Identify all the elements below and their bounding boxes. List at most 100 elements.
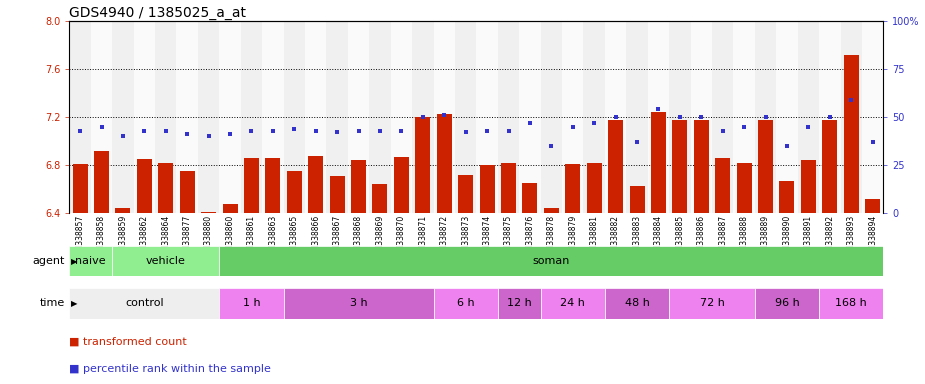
Text: ▶: ▶ <box>71 257 78 266</box>
Bar <box>822 119 837 213</box>
Point <box>202 133 216 139</box>
Point <box>137 127 152 134</box>
Bar <box>72 164 88 213</box>
Point <box>94 124 109 130</box>
Point <box>265 127 280 134</box>
Bar <box>540 21 562 213</box>
Bar <box>415 117 430 213</box>
Point <box>352 127 366 134</box>
Bar <box>69 288 219 319</box>
Bar <box>755 288 820 319</box>
Bar <box>540 288 605 319</box>
Text: 72 h: 72 h <box>699 298 724 308</box>
Point <box>373 127 388 134</box>
Bar <box>287 171 302 213</box>
Bar <box>562 21 584 213</box>
Point <box>308 127 323 134</box>
Point <box>116 133 130 139</box>
Point <box>758 114 773 120</box>
Bar <box>479 165 495 213</box>
Bar <box>669 21 691 213</box>
Bar <box>244 158 259 213</box>
Bar <box>198 21 219 213</box>
Bar <box>523 183 537 213</box>
Bar <box>605 21 626 213</box>
Bar <box>369 21 390 213</box>
Bar <box>712 21 734 213</box>
Point <box>501 127 516 134</box>
Bar <box>758 119 773 213</box>
Bar <box>219 21 240 213</box>
Text: 1 h: 1 h <box>242 298 260 308</box>
Bar <box>626 21 647 213</box>
Bar <box>133 21 155 213</box>
Point <box>651 106 666 113</box>
Bar <box>797 21 820 213</box>
Text: 6 h: 6 h <box>457 298 475 308</box>
Bar <box>648 21 669 213</box>
Bar <box>865 199 881 213</box>
Bar <box>69 21 91 213</box>
Bar <box>112 21 133 213</box>
Bar <box>91 21 112 213</box>
Point <box>480 127 495 134</box>
Text: 48 h: 48 h <box>624 298 649 308</box>
Bar <box>219 246 883 276</box>
Point <box>715 127 730 134</box>
Text: 12 h: 12 h <box>507 298 532 308</box>
Text: time: time <box>40 298 65 308</box>
Point <box>73 127 88 134</box>
Bar <box>434 288 498 319</box>
Point <box>801 124 816 130</box>
Bar <box>820 21 841 213</box>
Point <box>822 114 837 120</box>
Point <box>586 120 601 126</box>
Bar <box>394 157 409 213</box>
Bar <box>373 184 388 213</box>
Point <box>179 131 194 137</box>
Bar <box>390 21 413 213</box>
Bar <box>755 21 776 213</box>
Bar <box>801 161 816 213</box>
Point <box>394 127 409 134</box>
Point <box>437 112 451 118</box>
Bar <box>691 21 712 213</box>
Bar <box>455 21 476 213</box>
Point <box>287 126 302 132</box>
Bar <box>219 288 284 319</box>
Point <box>329 129 344 136</box>
Text: 96 h: 96 h <box>774 298 799 308</box>
Bar <box>201 212 216 213</box>
Bar <box>608 119 623 213</box>
Bar <box>137 159 152 213</box>
Point <box>544 143 559 149</box>
Bar <box>498 288 540 319</box>
Bar <box>434 21 455 213</box>
Bar <box>820 288 883 319</box>
Point <box>672 114 687 120</box>
Bar <box>476 21 498 213</box>
Bar <box>116 208 130 213</box>
Bar <box>413 21 434 213</box>
Bar <box>498 21 519 213</box>
Bar <box>630 185 645 213</box>
Text: 3 h: 3 h <box>350 298 367 308</box>
Bar <box>177 21 198 213</box>
Bar <box>284 288 434 319</box>
Bar <box>262 21 284 213</box>
Point <box>609 114 623 120</box>
Point <box>565 124 580 130</box>
Point <box>158 127 173 134</box>
Bar <box>651 112 666 213</box>
Bar <box>841 21 862 213</box>
Bar <box>501 163 516 213</box>
Text: GDS4940 / 1385025_a_at: GDS4940 / 1385025_a_at <box>69 6 246 20</box>
Bar <box>780 181 795 213</box>
Bar <box>605 288 669 319</box>
Text: 168 h: 168 h <box>835 298 867 308</box>
Text: 24 h: 24 h <box>561 298 586 308</box>
Bar <box>844 55 858 213</box>
Point <box>694 114 709 120</box>
Point <box>865 139 880 145</box>
Bar <box>329 176 345 213</box>
